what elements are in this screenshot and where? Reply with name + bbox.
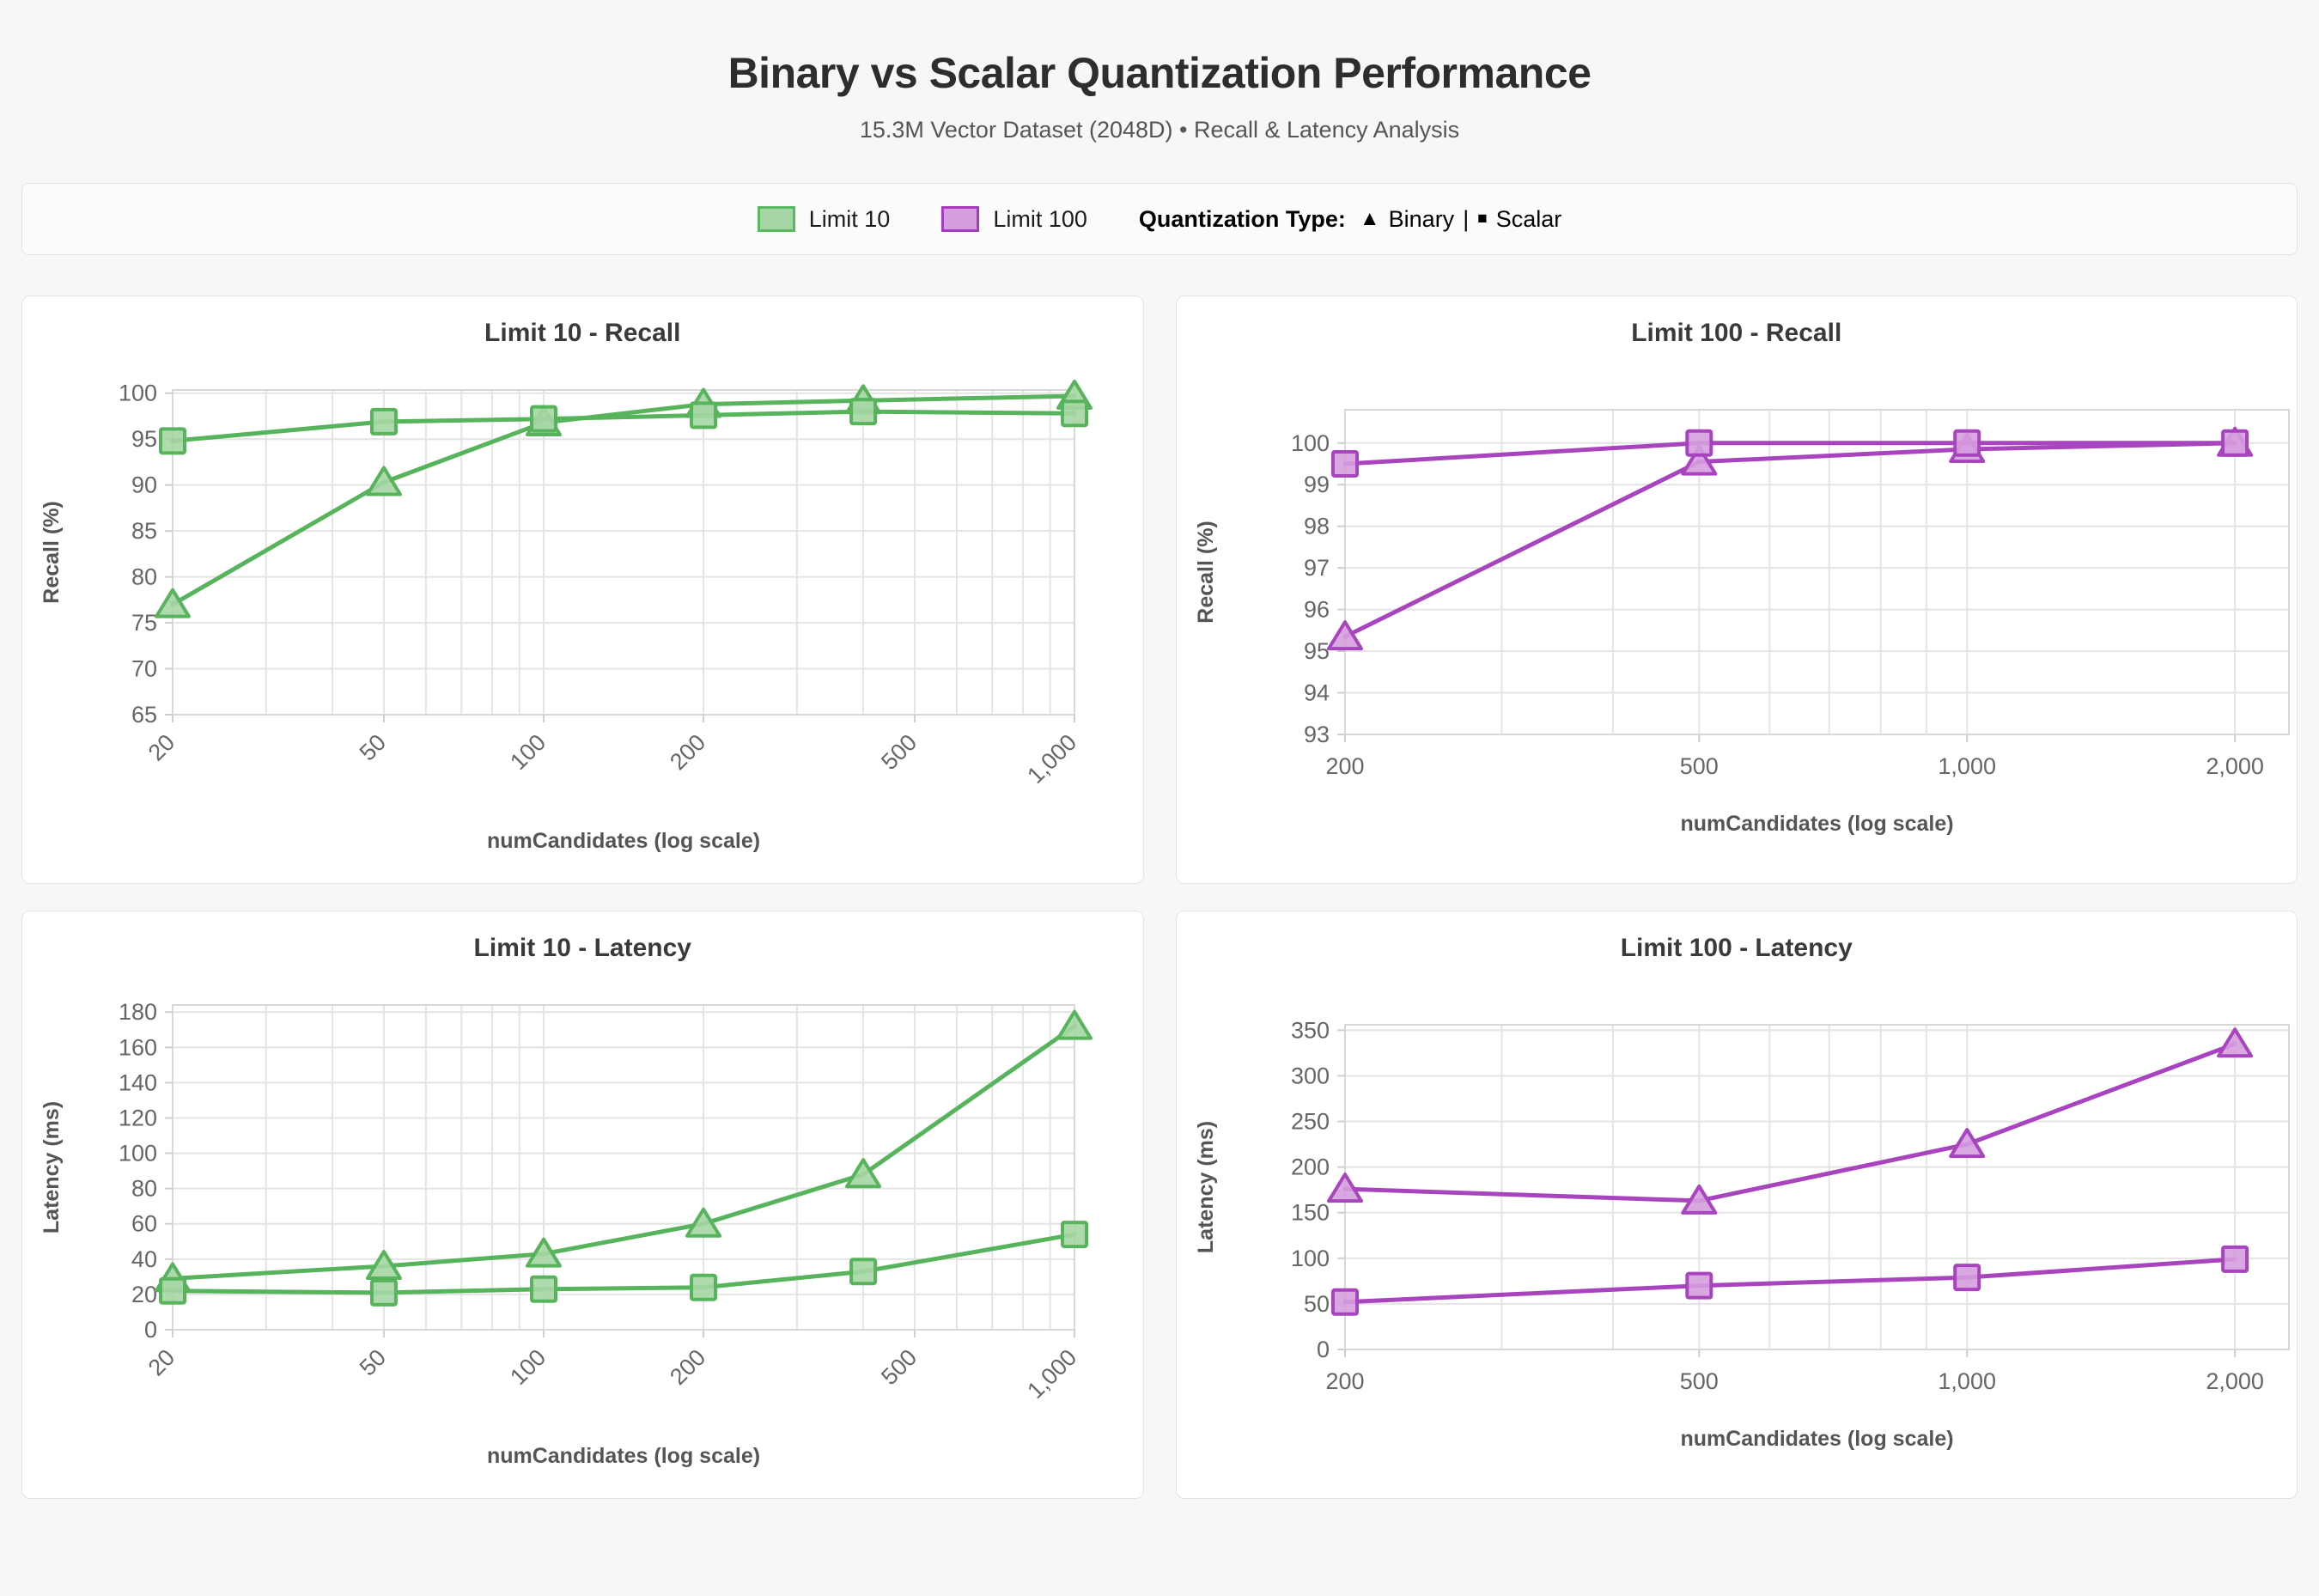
svg-text:0: 0 — [1316, 1337, 1329, 1362]
chart-card-limit100-recall: Limit 100 - Recall 200 500 1,000 2,000 93 94 9… — [1175, 295, 2298, 884]
svg-text:1,000: 1,000 — [1022, 729, 1081, 789]
chart-title-limit10-latency: Limit 10 - Latency — [473, 934, 691, 962]
legend-divider: | — [1463, 205, 1470, 232]
chart-title-limit10-recall: Limit 10 - Recall — [484, 319, 681, 347]
svg-text:60: 60 — [131, 1211, 157, 1237]
svg-text:Latency (ms): Latency (ms) — [1194, 1121, 1218, 1253]
quantization-type-label: Quantization Type: — [1138, 205, 1346, 232]
svg-text:500: 500 — [876, 1344, 922, 1390]
svg-text:numCandidates (log scale): numCandidates (log scale) — [487, 829, 760, 853]
svg-text:98: 98 — [1303, 514, 1329, 539]
scalar-label: Scalar — [1495, 205, 1562, 232]
svg-text:200: 200 — [1290, 1154, 1329, 1180]
chart-title-limit100-latency: Limit 100 - Latency — [1620, 934, 1853, 962]
limit10-latency-chart: 20 50 100 200 500 1,0000204060801001201401601… — [40, 999, 1093, 1468]
svg-text:93: 93 — [1303, 722, 1329, 747]
svg-text:350: 350 — [1290, 1017, 1329, 1043]
svg-text:200: 200 — [665, 729, 710, 775]
svg-text:75: 75 — [131, 610, 157, 636]
binary-triangle-icon: ▲ — [1359, 207, 1380, 230]
binary-label: Binary — [1388, 205, 1455, 232]
legend-item-limit10[interactable]: Limit 10 — [757, 205, 891, 233]
svg-text:100: 100 — [119, 381, 157, 406]
svg-text:20: 20 — [143, 1344, 180, 1380]
svg-text:100: 100 — [1290, 1246, 1329, 1271]
legend-item-label: Limit 10 — [808, 205, 891, 232]
charts-grid: Limit 10 - Recall 20 50 100 200 500 1,000 65 70… — [21, 295, 2298, 1499]
svg-text:0: 0 — [144, 1317, 157, 1343]
limit100-latency-chart: 200 500 1,000 2,000 0 50 100 150 200 250 300 350 num… — [1194, 1017, 2290, 1451]
svg-text:140: 140 — [119, 1069, 157, 1095]
svg-text:20: 20 — [131, 1282, 157, 1307]
svg-text:70: 70 — [131, 656, 157, 682]
svg-text:Latency (ms): Latency (ms) — [40, 1101, 64, 1234]
svg-text:2,000: 2,000 — [2206, 753, 2264, 779]
page-subtitle: 15.3M Vector Dataset (2048D) • Recall & … — [859, 117, 1460, 143]
svg-text:80: 80 — [131, 1176, 157, 1202]
svg-text:1,000: 1,000 — [1938, 1368, 1996, 1394]
svg-text:300: 300 — [1290, 1063, 1329, 1088]
quantization-type-legend: Quantization Type: ▲ Binary | ■ Scalar — [1139, 206, 1561, 233]
svg-text:100: 100 — [505, 1344, 551, 1390]
svg-text:2,000: 2,000 — [2206, 1368, 2264, 1394]
scalar-square-icon: ■ — [1477, 210, 1488, 228]
svg-text:20: 20 — [143, 729, 180, 765]
svg-text:95: 95 — [1303, 638, 1329, 664]
svg-text:1,000: 1,000 — [1938, 753, 1996, 779]
svg-text:160: 160 — [119, 1034, 157, 1060]
svg-text:250: 250 — [1290, 1109, 1329, 1135]
svg-text:500: 500 — [1679, 1368, 1718, 1394]
chart-card-limit10-recall: Limit 10 - Recall 20 50 100 200 500 1,000 65 70… — [21, 295, 1144, 884]
svg-text:85: 85 — [131, 518, 157, 544]
svg-text:numCandidates (log scale): numCandidates (log scale) — [1680, 1427, 1953, 1451]
legend-item-label: Limit 100 — [993, 205, 1087, 232]
limit100-swatch-icon — [941, 206, 980, 232]
page-title: Binary vs Scalar Quantization Performanc… — [727, 49, 1592, 97]
legend-bar: Limit 10 Limit 100 Quantization Type: ▲ … — [21, 183, 2298, 255]
page: Binary vs Scalar Quantization Performanc… — [0, 48, 2319, 1499]
svg-text:500: 500 — [876, 729, 922, 775]
limit100-recall-chart: 200 500 1,000 2,000 93 94 95 96 97 98 99 100 numCand… — [1194, 409, 2290, 836]
svg-text:100: 100 — [1290, 430, 1329, 456]
svg-text:200: 200 — [665, 1344, 710, 1390]
svg-text:120: 120 — [119, 1105, 157, 1130]
svg-text:Recall (%): Recall (%) — [40, 501, 64, 603]
svg-text:40: 40 — [131, 1246, 157, 1272]
svg-text:100: 100 — [119, 1141, 157, 1167]
legend-item-limit100[interactable]: Limit 100 — [941, 206, 1087, 233]
svg-text:Recall (%): Recall (%) — [1194, 521, 1218, 623]
svg-text:50: 50 — [355, 1344, 391, 1380]
limit10-recall-chart: 20 50 100 200 500 1,000 65 70 75 80 85 90 95 100 numCa… — [40, 379, 1093, 853]
svg-text:100: 100 — [505, 729, 551, 775]
svg-text:180: 180 — [119, 999, 157, 1025]
svg-text:numCandidates (log scale): numCandidates (log scale) — [1680, 812, 1953, 836]
svg-text:99: 99 — [1303, 472, 1329, 497]
svg-text:500: 500 — [1679, 753, 1718, 779]
svg-text:200: 200 — [1325, 1368, 1364, 1394]
svg-text:150: 150 — [1290, 1200, 1329, 1226]
chart-title-limit100-recall: Limit 100 - Recall — [1631, 319, 1842, 347]
svg-text:94: 94 — [1303, 680, 1329, 706]
svg-text:50: 50 — [355, 729, 391, 765]
limit10-swatch-icon — [757, 206, 795, 232]
svg-text:96: 96 — [1303, 597, 1329, 623]
svg-text:1,000: 1,000 — [1022, 1344, 1081, 1404]
svg-text:80: 80 — [131, 564, 157, 590]
svg-text:65: 65 — [131, 702, 157, 728]
svg-text:90: 90 — [131, 472, 157, 498]
chart-card-limit100-latency: Limit 100 - Latency 200 500 1,000 2,000 0 50 1… — [1175, 911, 2298, 1499]
svg-text:numCandidates (log scale): numCandidates (log scale) — [487, 1444, 760, 1468]
svg-text:50: 50 — [1303, 1291, 1329, 1317]
chart-card-limit10-latency: Limit 10 - Latency 20 50 100 200 500 1,000 0 20… — [21, 911, 1144, 1499]
svg-text:200: 200 — [1325, 753, 1364, 779]
svg-text:97: 97 — [1303, 555, 1329, 581]
svg-text:95: 95 — [131, 426, 157, 452]
